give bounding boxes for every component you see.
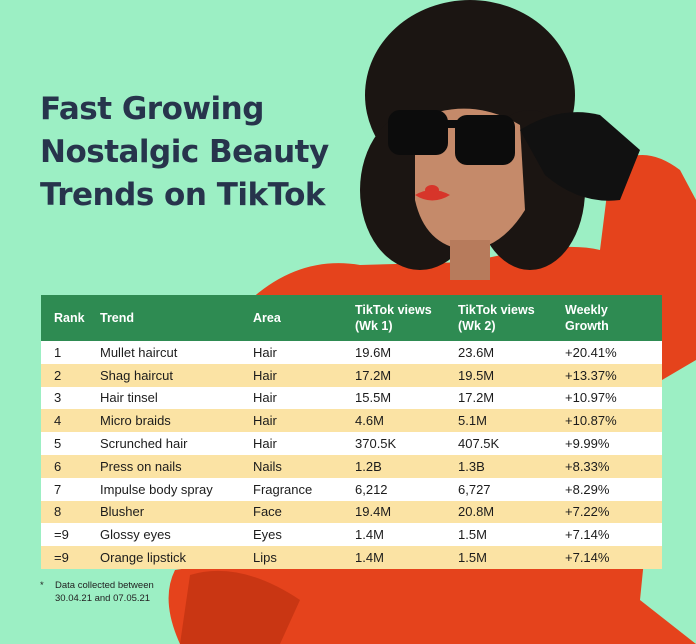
cell-trend: Shag haircut (100, 363, 253, 387)
cell-views-wk1: 4.6M (355, 409, 458, 433)
cell-weekly-growth: +8.33% (565, 454, 662, 478)
cell-rank: 1 (41, 341, 100, 364)
column-header-views-wk1: TikTok views (Wk 1) (355, 295, 458, 341)
cell-area: Eyes (253, 523, 355, 547)
sunglasses (388, 110, 515, 165)
cell-area: Face (253, 500, 355, 524)
footnote-line: Data collected between (55, 580, 154, 591)
cell-views-wk2: 23.6M (458, 341, 565, 364)
cell-weekly-growth: +9.99% (565, 432, 662, 455)
cell-views-wk1: 19.4M (355, 500, 458, 524)
cell-views-wk1: 15.5M (355, 386, 458, 410)
cell-rank: 8 (41, 500, 100, 524)
cell-views-wk1: 1.4M (355, 546, 458, 569)
cell-views-wk1: 1.2B (355, 454, 458, 478)
cell-weekly-growth: +13.37% (565, 363, 662, 387)
cell-trend: Scrunched hair (100, 432, 253, 455)
table-row: =9 Orange lipstick Lips 1.4M 1.5M +7.14% (41, 546, 662, 569)
cell-views-wk2: 17.2M (458, 386, 565, 410)
cell-views-wk2: 20.8M (458, 500, 565, 524)
cell-trend: Glossy eyes (100, 523, 253, 547)
cell-rank: 3 (41, 386, 100, 410)
trends-table: Rank Trend Area TikTok views (Wk 1) TikTok v… (41, 295, 662, 569)
cell-weekly-growth: +10.97% (565, 386, 662, 410)
column-header-rank: Rank (41, 295, 100, 341)
table-row: 8 Blusher Face 19.4M 20.8M +7.22% (41, 500, 662, 524)
footnote: * Data collected between 30.04.21 and 07… (40, 579, 154, 605)
cell-trend: Hair tinsel (100, 386, 253, 410)
cell-views-wk2: 19.5M (458, 363, 565, 387)
column-header-weekly-growth: Weekly Growth (565, 295, 662, 341)
cell-weekly-growth: +7.22% (565, 500, 662, 524)
cell-views-wk2: 407.5K (458, 432, 565, 455)
cell-trend: Impulse body spray (100, 477, 253, 501)
cell-weekly-growth: +8.29% (565, 477, 662, 501)
cell-views-wk2: 6,727 (458, 477, 565, 501)
title-line: Trends on TikTok (40, 177, 326, 213)
column-header-views-wk2: TikTok views (Wk 2) (458, 295, 565, 341)
cell-area: Hair (253, 409, 355, 433)
cell-trend: Orange lipstick (100, 546, 253, 569)
cell-weekly-growth: +20.41% (565, 341, 662, 364)
table-row: 6 Press on nails Nails 1.2B 1.3B +8.33% (41, 454, 662, 478)
cell-views-wk2: 1.5M (458, 546, 565, 569)
cell-weekly-growth: +7.14% (565, 523, 662, 547)
footnote-marker: * (40, 580, 44, 591)
cell-views-wk1: 17.2M (355, 363, 458, 387)
cell-rank: =9 (41, 523, 100, 547)
cell-rank: 6 (41, 454, 100, 478)
cell-rank: 5 (41, 432, 100, 455)
title-line: Nostalgic Beauty (40, 134, 329, 170)
cell-area: Hair (253, 386, 355, 410)
cell-area: Hair (253, 341, 355, 364)
cell-views-wk1: 1.4M (355, 523, 458, 547)
cell-area: Fragrance (253, 477, 355, 501)
table-header: Rank Trend Area TikTok views (Wk 1) TikTok v… (41, 295, 662, 341)
cell-views-wk1: 19.6M (355, 341, 458, 364)
cell-rank: 7 (41, 477, 100, 501)
cell-area: Lips (253, 546, 355, 569)
cell-trend: Micro braids (100, 409, 253, 433)
title-line: Fast Growing (40, 91, 264, 127)
page-title: Fast Growing Nostalgic Beauty Trends on … (40, 88, 329, 217)
cell-area: Hair (253, 363, 355, 387)
column-header-area: Area (253, 295, 355, 341)
cell-trend: Blusher (100, 500, 253, 524)
table-row: 1 Mullet haircut Hair 19.6M 23.6M +20.41% (41, 341, 662, 364)
table-row: =9 Glossy eyes Eyes 1.4M 1.5M +7.14% (41, 523, 662, 547)
cell-trend: Mullet haircut (100, 341, 253, 364)
cell-views-wk2: 5.1M (458, 409, 565, 433)
cell-trend: Press on nails (100, 454, 253, 478)
table-row: 4 Micro braids Hair 4.6M 5.1M +10.87% (41, 409, 662, 433)
table-row: 2 Shag haircut Hair 17.2M 19.5M +13.37% (41, 363, 662, 387)
cell-area: Nails (253, 454, 355, 478)
cell-area: Hair (253, 432, 355, 455)
cell-weekly-growth: +10.87% (565, 409, 662, 433)
cell-views-wk1: 6,212 (355, 477, 458, 501)
table-row: 7 Impulse body spray Fragrance 6,212 6,727 +8… (41, 477, 662, 501)
table-row: 5 Scrunched hair Hair 370.5K 407.5K +9.99% (41, 432, 662, 455)
cell-views-wk2: 1.5M (458, 523, 565, 547)
footnote-line: 30.04.21 and 07.05.21 (55, 593, 151, 604)
cell-views-wk1: 370.5K (355, 432, 458, 455)
cell-weekly-growth: +7.14% (565, 546, 662, 569)
cell-rank: 4 (41, 409, 100, 433)
cell-rank: =9 (41, 546, 100, 569)
table-row: 3 Hair tinsel Hair 15.5M 17.2M +10.97% (41, 386, 662, 410)
column-header-trend: Trend (100, 295, 253, 341)
glove (520, 112, 640, 201)
cell-rank: 2 (41, 363, 100, 387)
cell-views-wk2: 1.3B (458, 454, 565, 478)
